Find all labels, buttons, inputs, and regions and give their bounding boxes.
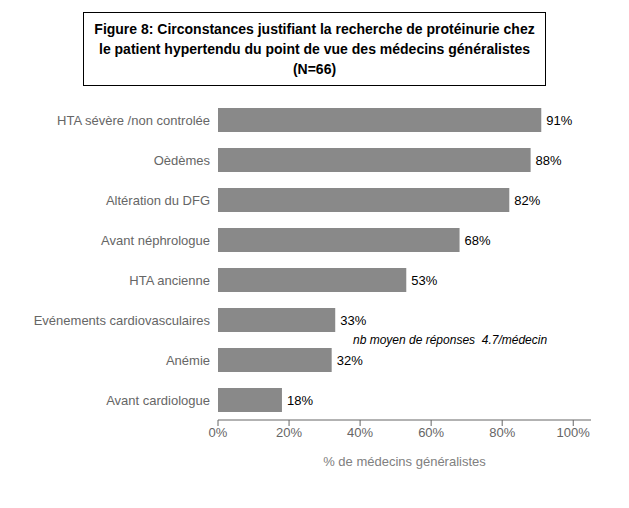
svg-text:20%: 20% [276, 425, 302, 440]
svg-text:HTA sévère /non controlée: HTA sévère /non controlée [57, 113, 210, 128]
svg-text:60%: 60% [418, 425, 444, 440]
svg-text:53%: 53% [411, 273, 437, 288]
svg-text:Anémie: Anémie [166, 353, 210, 368]
html-text:le patient hypertendu du point: le patient hypertendu du point de vue de… [99, 41, 530, 57]
svg-text:Altération du DFG: Altération du DFG [106, 193, 210, 208]
svg-text:68%: 68% [465, 233, 491, 248]
svg-text:80%: 80% [489, 425, 515, 440]
svg-text:% de médecins généralistes: % de médecins généralistes [323, 454, 486, 469]
svg-text:Oèdèmes: Oèdèmes [154, 153, 211, 168]
svg-text:18%: 18% [287, 393, 313, 408]
svg-text:32%: 32% [337, 353, 363, 368]
svg-text:33%: 33% [340, 313, 366, 328]
svg-text:40%: 40% [347, 425, 373, 440]
html-text:nb moyen de réponses 4.7/médec: nb moyen de réponses 4.7/médecin [353, 333, 548, 347]
svg-text:100%: 100% [557, 425, 591, 440]
svg-text:Avant néphrologue: Avant néphrologue [101, 233, 210, 248]
html-text:Figure 8: Circonstances justif: Figure 8: Circonstances justifiant la re… [94, 21, 535, 37]
html-text:(N=66): (N=66) [292, 61, 337, 77]
svg-text:91%: 91% [546, 113, 572, 128]
svg-text:82%: 82% [514, 193, 540, 208]
svg-text:0%: 0% [209, 425, 228, 440]
svg-text:Avant cardiologue: Avant cardiologue [106, 393, 210, 408]
svg-text:88%: 88% [536, 153, 562, 168]
svg-text:HTA ancienne: HTA ancienne [129, 273, 210, 288]
svg-text:Evénements cardiovasculaires: Evénements cardiovasculaires [34, 313, 211, 328]
